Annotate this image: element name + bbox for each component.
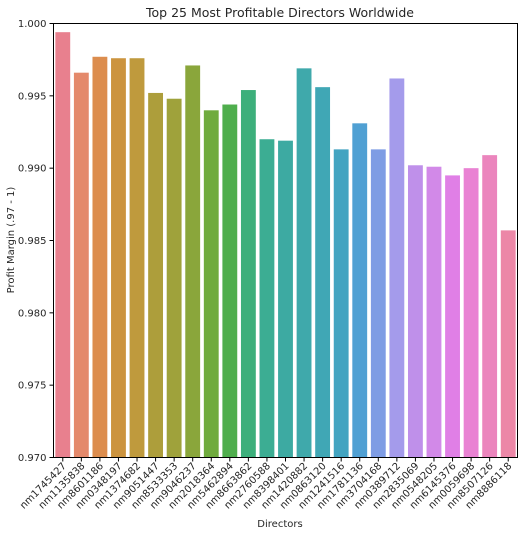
bar-nm0348197 [111, 58, 126, 458]
bar-nm9046237 [185, 65, 201, 458]
bar-nm1374682 [129, 58, 145, 458]
bar-nm1745427 [55, 32, 71, 458]
plot-area [55, 32, 516, 458]
bar-nm8533353 [166, 98, 182, 458]
y-tick-label: 0.985 [18, 236, 47, 247]
bar-nm6145376 [445, 175, 460, 458]
y-tick-label: 0.995 [18, 91, 47, 102]
bar-nm1781136 [352, 123, 368, 458]
bar-nm8601186 [92, 56, 108, 458]
bar-nm8507126 [482, 155, 498, 458]
bar-nm1420882 [296, 68, 312, 458]
bar-nm3704168 [370, 149, 386, 458]
y-tick-label: 0.975 [18, 381, 47, 392]
bar-nm8886118 [500, 230, 516, 458]
x-axis-label: Directors [257, 519, 302, 530]
bar-nm0548205 [426, 166, 442, 458]
y-tick-label: 0.980 [18, 308, 47, 319]
bar-nm2760588 [259, 139, 275, 458]
chart-title: Top 25 Most Profitable Directors Worldwi… [145, 5, 414, 20]
y-tick-label: 1.000 [18, 19, 47, 30]
bar-nm9051447 [148, 92, 164, 458]
x-axis-ticks: nm1745427nm1135838nm8601186nm0348197nm13… [18, 457, 514, 511]
y-tick-label: 0.970 [18, 453, 47, 464]
plot-frame [53, 23, 518, 458]
bar-nm1241516 [333, 149, 349, 458]
bar-nm0059698 [463, 168, 479, 458]
bar-nm8398401 [278, 140, 293, 458]
bar-nm2835069 [407, 165, 423, 458]
bar-nm0863120 [315, 87, 331, 458]
y-tick-label: 0.990 [18, 164, 47, 175]
bar-nm1135838 [73, 72, 89, 458]
y-axis-label: Profit Margin (.97 - 1) [6, 187, 17, 294]
bar-nm2018364 [203, 110, 219, 458]
y-axis-ticks: 0.970 0.975 0.980 0.985 0.990 0.995 1.000 [18, 19, 54, 464]
bar-nm5462894 [222, 104, 238, 458]
bar-nm8663862 [240, 90, 256, 458]
bar-nm0389712 [389, 78, 405, 458]
